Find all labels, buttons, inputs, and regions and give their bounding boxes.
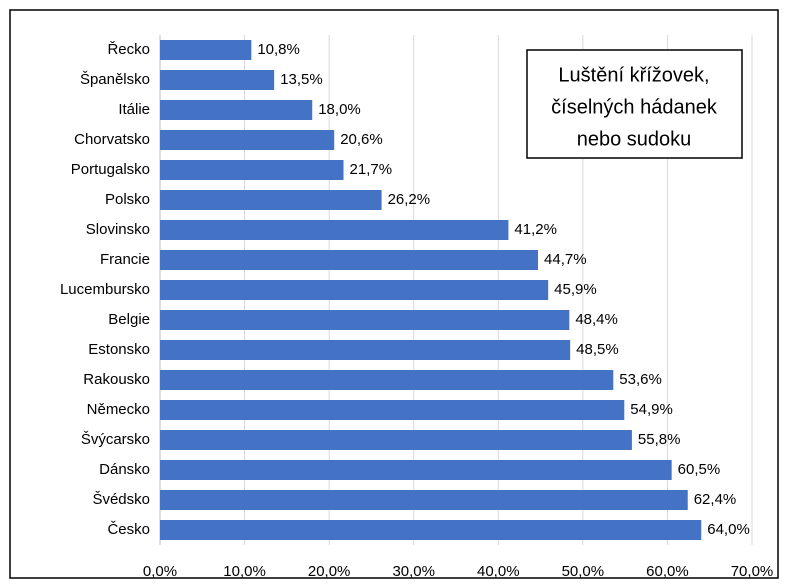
bar [160,490,688,510]
data-label: 13,5% [280,71,323,88]
bar [160,460,672,480]
data-label: 62,4% [694,491,737,508]
title-box [526,49,743,159]
bar [160,220,509,240]
y-tick-label: Dánsko [99,461,150,478]
chart-title: Luštění křížovek, [558,64,709,86]
bar [160,190,382,210]
bar [160,400,625,420]
data-label: 48,5% [576,341,619,358]
y-tick-label: Švýcarsko [81,431,150,448]
y-tick-label: Rakousko [83,371,150,388]
y-tick-label: Itálie [118,101,150,118]
y-tick-label: Slovinsko [86,221,150,238]
data-label: 18,0% [318,101,361,118]
data-label: 41,2% [514,221,557,238]
x-tick-label: 40,0% [477,563,520,580]
y-tick-label: Chorvatsko [74,131,150,148]
data-label: 45,9% [554,281,597,298]
y-tick-label: Česko [107,521,150,538]
bar [160,130,335,150]
y-tick-label: Estonsko [88,341,150,358]
y-tick-label: Polsko [105,191,150,208]
y-tick-label: Německo [87,401,150,418]
data-label: 44,7% [544,251,587,268]
y-tick-label: Švédsko [92,491,150,508]
y-tick-label: Belgie [108,311,150,328]
data-label: 54,9% [630,401,673,418]
x-tick-label: 30,0% [392,563,435,580]
data-label: 26,2% [388,191,431,208]
x-tick-label: 10,0% [223,563,266,580]
x-tick-label: 70,0% [731,563,774,580]
x-tick-label: 60,0% [646,563,689,580]
data-label: 48,4% [575,311,618,328]
bar [160,70,275,90]
chart-title: číselných hádanek [551,96,718,118]
plot-area: 0,0% 10,0% 20,0% 30,0% 40,0% 50,0% 60,0% 70,0% Ř… [60,35,773,580]
x-tick-label: 50,0% [562,563,605,580]
bar [160,40,252,60]
data-label: 60,5% [678,461,721,478]
data-label: 20,6% [340,131,383,148]
bar [160,250,539,270]
x-tick-label: 0,0% [143,563,177,580]
y-tick-label: Portugalsko [71,161,150,178]
bar [160,160,344,180]
y-tick-label: Španělsko [80,71,150,88]
x-tick-label: 20,0% [308,563,351,580]
data-label: 21,7% [350,161,393,178]
bar [160,520,702,540]
y-tick-label: Řecko [107,41,150,58]
bar [160,280,549,300]
bar [160,340,571,360]
bar [160,100,313,120]
y-tick-label: Francie [100,251,150,268]
bar [160,430,632,450]
data-label: 53,6% [619,371,662,388]
y-tick-label: Lucembursko [60,281,150,298]
chart-title: nebo sudoku [577,128,692,150]
data-label: 10,8% [257,41,300,58]
data-label: 55,8% [638,431,681,448]
bar [160,370,614,390]
data-label: 64,0% [707,521,750,538]
bar [160,310,570,330]
